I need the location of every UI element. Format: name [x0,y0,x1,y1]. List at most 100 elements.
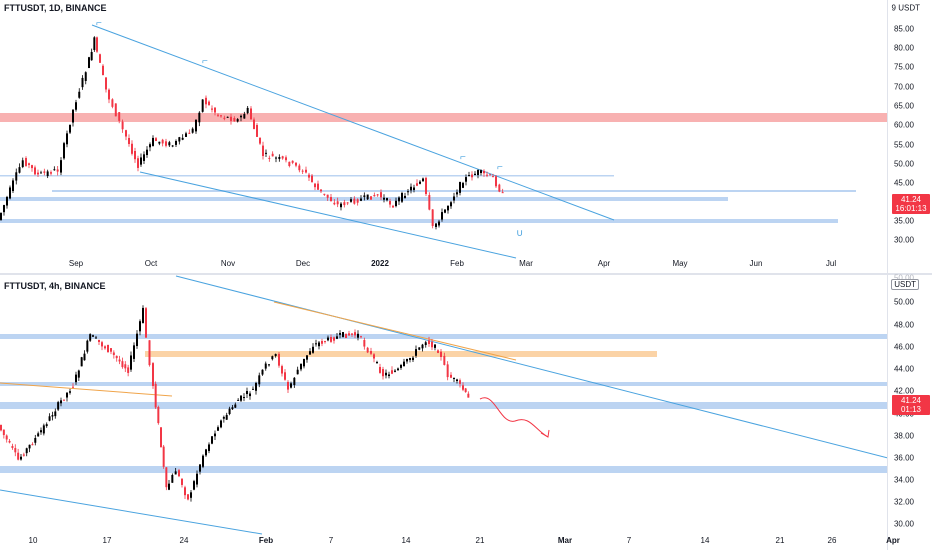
candle-body [31,444,34,446]
time-tick: Feb [258,536,274,545]
candle-body [111,99,114,107]
h4-time-axis[interactable]: 10 17 24 Feb 7 14 21 Mar 7 14 21 26 Apr [0,536,900,552]
candle-body [28,163,30,165]
candle-body [492,176,494,178]
magnet-mark: ∪ [516,228,523,239]
candle-body [290,383,292,388]
time-tick: Nov [220,259,236,268]
candle-body [311,175,313,182]
daily-price-axis[interactable]: 9 USDT 85.00 80.00 75.00 70.00 65.00 60.… [887,0,932,273]
candle-body [495,176,497,187]
price-tick: 80.00 [893,43,914,53]
support-line [0,382,888,386]
candle-body [134,150,136,160]
time-tick: Jul [825,259,837,268]
candle-body [320,189,322,192]
h4-price-axis[interactable]: 50.00 USDT 50.00 48.00 46.00 44.00 42.00… [887,273,932,550]
candle-body [446,364,449,378]
price-tick: 50.00 [893,273,914,283]
candle-body [308,174,310,178]
candle-body [339,333,341,335]
candle-body [323,193,326,195]
candle-body [63,399,65,401]
candle-body [125,130,127,137]
price-tick: 48.00 [893,320,914,330]
candle-body [231,407,234,410]
candle-body [425,177,427,195]
candle-body [360,336,362,338]
candle-body [376,194,379,196]
candle-body [178,470,180,477]
candle-body [185,133,187,137]
time-tick: 21 [775,536,785,545]
candle-body [228,408,231,415]
h4-chart-pane[interactable]: FTTUSDT, 4h, BINANCE 50.00 USDT 50.00 48… [0,273,932,552]
candle-body [205,97,207,105]
upper-trendline [91,24,615,221]
daily-chart-canvas[interactable]: ⌐ ⌐ ⌐ ⌐ ∪ [0,0,888,273]
candle-body [403,361,405,367]
candle-body [309,351,311,355]
time-tick: 2022 [371,259,389,268]
currency-label: 9 USDT [891,3,920,13]
candle-body [201,99,204,112]
candle-body [165,467,168,488]
candle-body [92,335,94,337]
daily-time-axis[interactable]: Sep Oct Nov Dec 2022 Feb Mar Apr May Jun… [0,259,888,275]
daily-chart-pane[interactable]: FTTUSDT, 1D, BINANCE ⌐ ⌐ ⌐ ⌐ ∪ 9 USDT 85… [0,0,932,273]
last-price-badge: 41.24 16:01:13 [892,194,930,214]
candle-body [11,446,14,448]
candle-body [157,406,160,424]
candle-body [303,358,305,367]
candle-body [373,195,376,197]
candle-body [363,340,366,347]
candle-body [223,117,226,119]
time-tick: Feb [450,259,464,268]
support-line-1 [0,175,614,177]
support-line-2 [52,190,856,192]
pane-divider[interactable] [0,273,932,275]
candle-body [237,399,240,401]
candle-body [421,344,424,349]
h4-candles [0,305,470,502]
currency-label: USDT [891,279,919,290]
candle-body [265,152,267,154]
candle-body [114,103,117,117]
candle-body [300,363,302,370]
candle-body [324,341,326,343]
candle-body [214,433,216,437]
candle-body [162,446,165,467]
candle-body [96,37,98,52]
candle-body [406,358,408,362]
candle-body [84,72,87,81]
candle-body [105,77,107,90]
candle-body [98,339,100,342]
lower-trendline [139,171,517,259]
candle-body [168,483,170,490]
candle-body [142,307,144,323]
orange-left-line [0,382,173,397]
candle-body [498,184,501,192]
candle-body [5,435,8,440]
candle-body [287,381,289,390]
candle-body [89,334,92,341]
candle-body [99,54,101,63]
candle-body [225,414,228,420]
candle-body [301,170,304,172]
last-price-badge: 41.24 01:13 [892,395,930,415]
candle-body [413,187,415,191]
candle-body [346,202,349,204]
candle-body [137,158,139,168]
candle-body [293,377,296,386]
candle-body [198,112,201,123]
candle-body [453,377,455,379]
candle-body [80,357,83,367]
price-tick: 32.00 [893,497,914,507]
candle-body [285,157,287,161]
h4-chart-canvas[interactable] [0,275,888,535]
orange-trendline [273,301,517,361]
projection-arrowhead [540,429,550,438]
candle-body [43,171,46,173]
candle-body [317,183,319,190]
candle-body [21,160,24,168]
